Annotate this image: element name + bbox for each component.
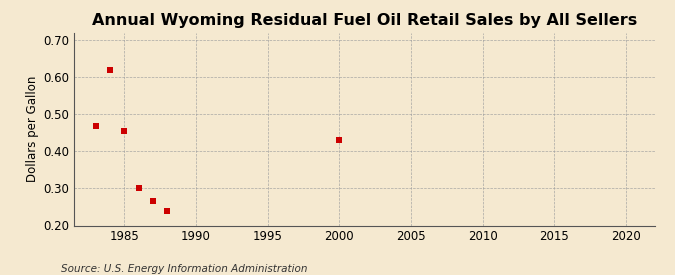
Text: Source: U.S. Energy Information Administration: Source: U.S. Energy Information Administ…: [61, 264, 307, 274]
Point: [119, 129, 130, 133]
Point: [90, 123, 101, 128]
Point: [105, 68, 115, 72]
Y-axis label: Dollars per Gallon: Dollars per Gallon: [26, 76, 39, 182]
Point: [148, 199, 159, 204]
Point: [334, 138, 345, 142]
Point: [134, 186, 144, 191]
Point: [162, 208, 173, 213]
Title: Annual Wyoming Residual Fuel Oil Retail Sales by All Sellers: Annual Wyoming Residual Fuel Oil Retail …: [92, 13, 637, 28]
